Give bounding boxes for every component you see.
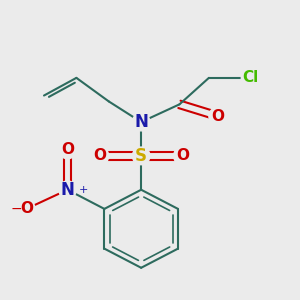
Text: O: O [20, 201, 33, 216]
Text: −: − [10, 202, 22, 216]
Text: O: O [61, 142, 74, 158]
Text: O: O [211, 109, 224, 124]
Circle shape [59, 141, 76, 159]
Circle shape [132, 147, 150, 165]
Circle shape [17, 200, 35, 218]
Text: O: O [93, 148, 106, 164]
Circle shape [241, 69, 259, 87]
Circle shape [132, 113, 150, 131]
Circle shape [59, 181, 76, 199]
Circle shape [91, 147, 109, 165]
Text: S: S [135, 147, 147, 165]
Text: N: N [61, 181, 74, 199]
Text: N: N [134, 113, 148, 131]
Circle shape [209, 107, 226, 125]
Text: +: + [79, 185, 88, 195]
Text: O: O [176, 148, 189, 164]
Text: Cl: Cl [242, 70, 258, 86]
Circle shape [174, 147, 191, 165]
